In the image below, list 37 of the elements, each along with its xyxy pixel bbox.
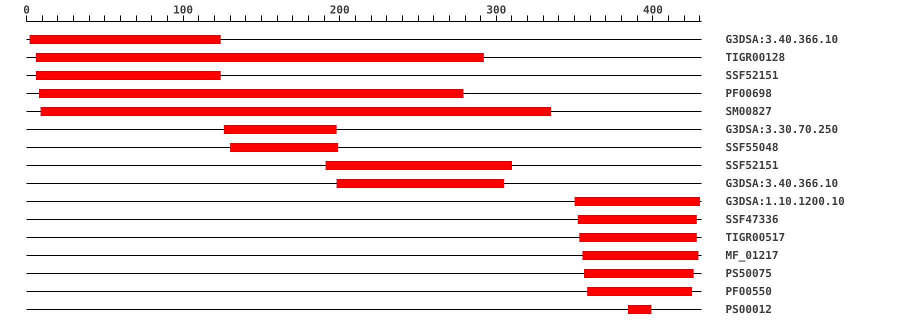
y-tick-label: PS00012: [726, 303, 772, 316]
bar: [36, 53, 484, 62]
bar: [584, 269, 694, 278]
bar: [326, 161, 512, 170]
y-tick-label: MF_01217: [726, 249, 778, 262]
y-tick-label: SSF47336: [726, 213, 779, 226]
y-tick-label: SSF52151: [726, 159, 779, 172]
bar: [336, 179, 504, 188]
y-tick-label: SSF55048: [726, 141, 778, 154]
bar: [230, 143, 338, 152]
bar: [587, 287, 692, 296]
x-tick-label: 0: [23, 4, 30, 16]
y-tick-label: TIGR00128: [726, 51, 786, 64]
bar: [36, 71, 221, 80]
y-tick-label: G3DSA:3.40.366.10: [726, 177, 838, 190]
y-tick-label: SM00827: [726, 105, 772, 118]
bar: [39, 89, 464, 98]
bar: [30, 35, 221, 44]
bar: [582, 251, 698, 260]
bar: [578, 215, 697, 224]
y-tick-label: G3DSA:3.40.366.10: [726, 33, 838, 46]
bar: [40, 107, 552, 116]
y-tick-label: TIGR00517: [726, 231, 786, 244]
y-tick-label: G3DSA:1.10.1200.10: [726, 195, 845, 208]
y-tick-label: SSF52151: [726, 69, 779, 82]
bar: [574, 197, 700, 206]
x-tick-label: 100: [173, 4, 194, 16]
y-tick-label: G3DSA:3.30.70.250: [726, 123, 838, 136]
x-tick-label: 200: [330, 4, 350, 16]
y-tick-label: PS50075: [726, 267, 772, 280]
x-tick-label: 300: [486, 4, 506, 16]
x-tick-label: 400: [643, 4, 663, 16]
y-tick-label: PF00550: [726, 285, 772, 298]
y-tick-label: PF00698: [726, 87, 772, 100]
bar: [628, 305, 652, 314]
bar: [579, 233, 697, 242]
bar: [224, 125, 337, 134]
